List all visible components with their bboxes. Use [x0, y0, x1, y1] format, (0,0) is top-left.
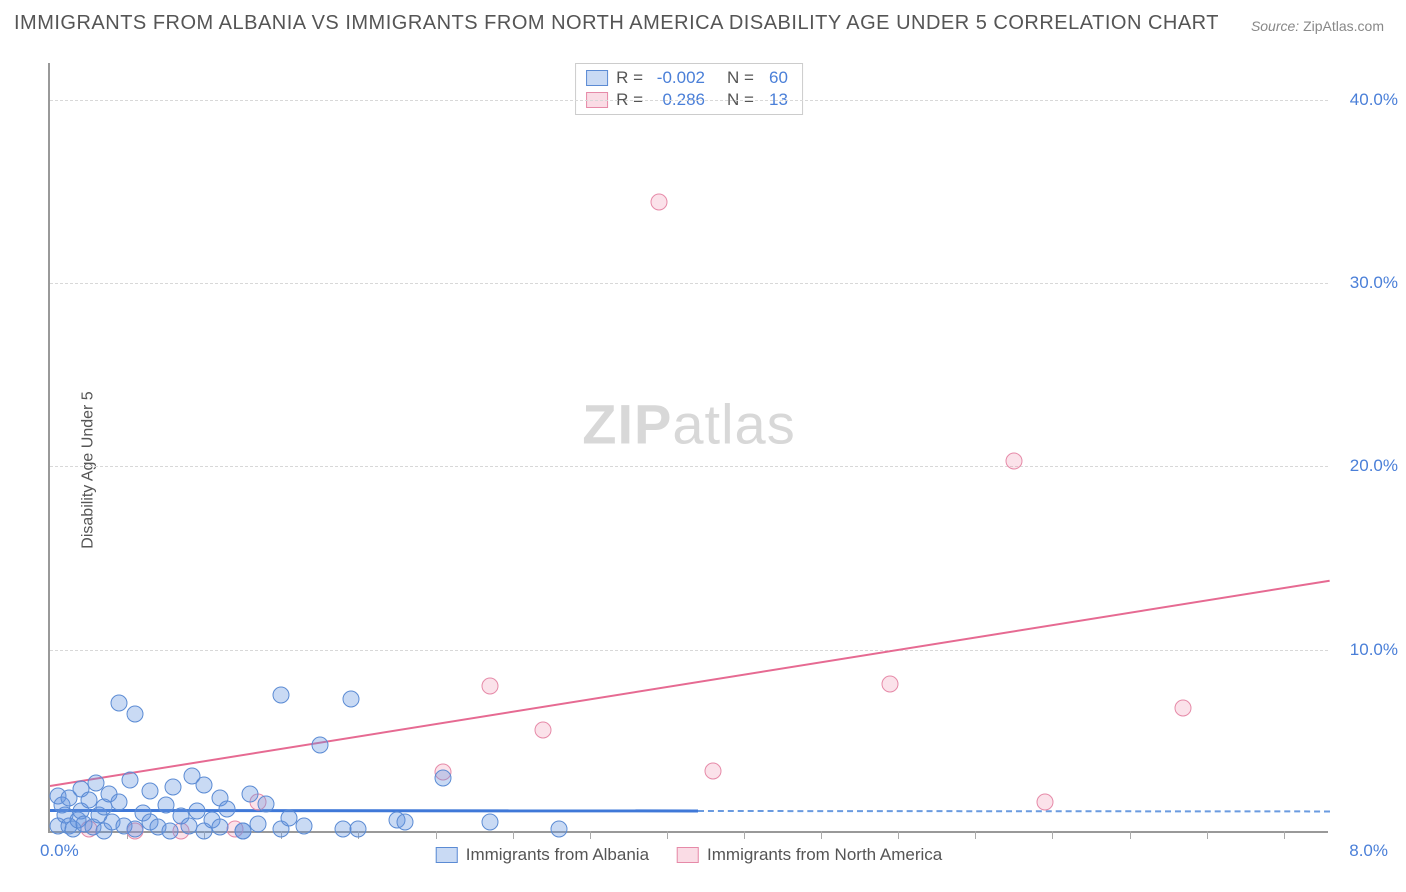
- data-point-pink: [882, 676, 899, 693]
- data-point-blue: [211, 819, 228, 836]
- trend-line: [50, 580, 1330, 787]
- data-point-pink: [1005, 452, 1022, 469]
- legend-series-item: Immigrants from North America: [677, 845, 942, 865]
- gridline: [50, 283, 1328, 284]
- r-label: R =: [616, 68, 643, 88]
- gridline: [50, 650, 1328, 651]
- source-attribution: Source: ZipAtlas.com: [1251, 18, 1384, 34]
- data-point-blue: [311, 736, 328, 753]
- legend-series: Immigrants from Albania Immigrants from N…: [436, 845, 943, 865]
- trend-line: [698, 810, 1330, 812]
- data-point-blue: [188, 802, 205, 819]
- y-tick-label: 40.0%: [1338, 90, 1398, 110]
- data-point-blue: [273, 687, 290, 704]
- x-tick: [1207, 831, 1208, 839]
- x-tick: [436, 831, 437, 839]
- watermark-bold: ZIP: [582, 392, 672, 455]
- data-point-blue: [481, 813, 498, 830]
- data-point-blue: [435, 769, 452, 786]
- legend-stat-row: R = -0.002 N = 60: [586, 68, 788, 88]
- plot-area: ZIPatlas R =-0.002N =60R =0.286N =13 0.0…: [48, 63, 1328, 833]
- x-tick: [744, 831, 745, 839]
- data-point-blue: [350, 821, 367, 838]
- source-value: ZipAtlas.com: [1303, 18, 1384, 34]
- x-tick: [513, 831, 514, 839]
- data-point-blue: [242, 786, 259, 803]
- data-point-pink: [1036, 793, 1053, 810]
- watermark: ZIPatlas: [582, 391, 795, 456]
- data-point-pink: [705, 762, 722, 779]
- x-tick: [975, 831, 976, 839]
- data-point-pink: [481, 678, 498, 695]
- x-axis-max-label: 8.0%: [1349, 841, 1388, 861]
- data-point-blue: [122, 771, 139, 788]
- data-point-blue: [234, 823, 251, 840]
- x-tick: [1284, 831, 1285, 839]
- legend-swatch: [436, 847, 458, 863]
- gridline: [50, 100, 1328, 101]
- legend-series-label: Immigrants from North America: [707, 845, 942, 865]
- data-point-blue: [142, 782, 159, 799]
- data-point-blue: [219, 801, 236, 818]
- x-tick: [590, 831, 591, 839]
- data-point-blue: [250, 815, 267, 832]
- legend-stats: R =-0.002N =60R =0.286N =13: [575, 63, 803, 115]
- data-point-pink: [535, 722, 552, 739]
- chart-title: IMMIGRANTS FROM ALBANIA VS IMMIGRANTS FR…: [14, 12, 1219, 35]
- x-tick: [1052, 831, 1053, 839]
- legend-swatch: [586, 70, 608, 86]
- x-tick: [821, 831, 822, 839]
- r-value: -0.002: [651, 68, 705, 88]
- data-point-blue: [126, 821, 143, 838]
- chart-container: Disability Age Under 5 ZIPatlas R =-0.00…: [0, 48, 1406, 892]
- data-point-blue: [342, 691, 359, 708]
- watermark-thin: atlas: [672, 392, 795, 455]
- data-point-blue: [550, 821, 567, 838]
- data-point-blue: [196, 777, 213, 794]
- data-point-blue: [162, 823, 179, 840]
- data-point-blue: [257, 795, 274, 812]
- x-tick: [667, 831, 668, 839]
- data-point-pink: [1175, 700, 1192, 717]
- data-point-pink: [651, 194, 668, 211]
- gridline: [50, 466, 1328, 467]
- data-point-blue: [165, 779, 182, 796]
- data-point-blue: [157, 797, 174, 814]
- y-tick-label: 10.0%: [1338, 640, 1398, 660]
- n-value: 60: [762, 68, 788, 88]
- legend-series-item: Immigrants from Albania: [436, 845, 649, 865]
- source-label: Source:: [1251, 18, 1299, 34]
- x-axis-min-label: 0.0%: [40, 841, 79, 861]
- legend-series-label: Immigrants from Albania: [466, 845, 649, 865]
- y-tick-label: 20.0%: [1338, 456, 1398, 476]
- x-tick: [1130, 831, 1131, 839]
- y-tick-label: 30.0%: [1338, 273, 1398, 293]
- x-tick: [898, 831, 899, 839]
- data-point-blue: [126, 705, 143, 722]
- data-point-blue: [396, 813, 413, 830]
- data-point-blue: [111, 793, 128, 810]
- data-point-blue: [296, 817, 313, 834]
- legend-swatch: [677, 847, 699, 863]
- n-label: N =: [727, 68, 754, 88]
- data-point-blue: [111, 694, 128, 711]
